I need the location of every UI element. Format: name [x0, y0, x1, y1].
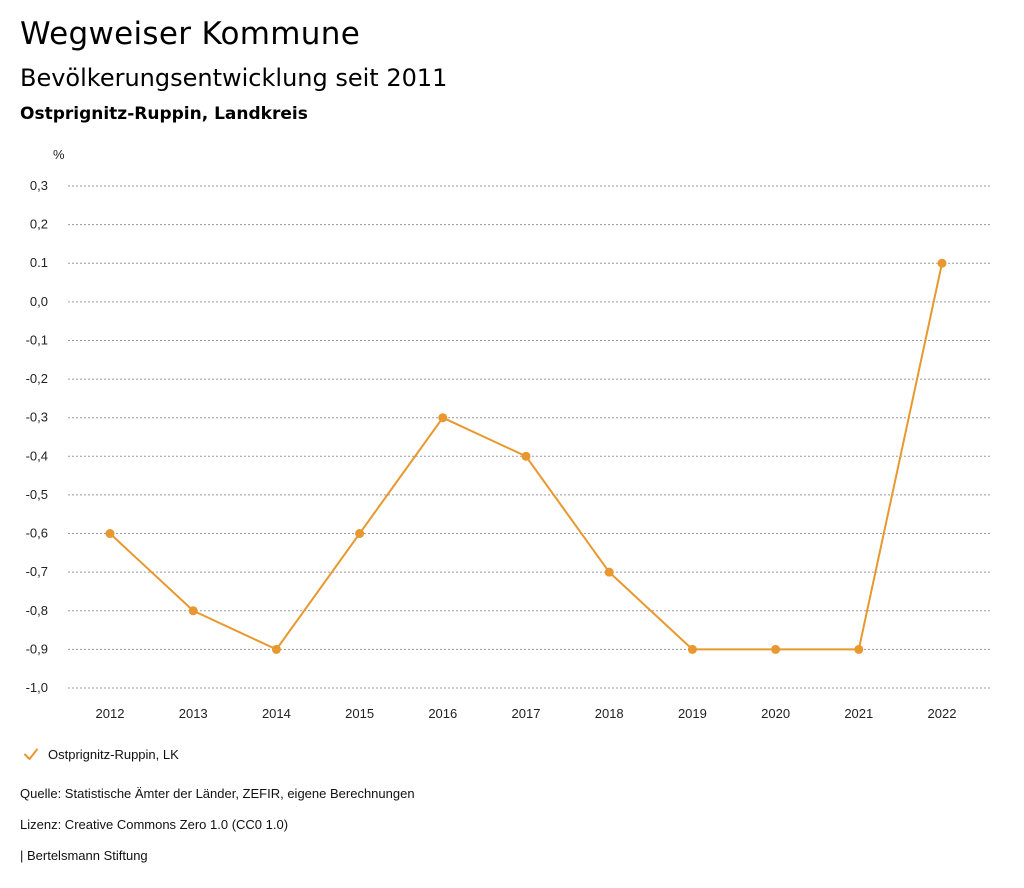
x-tick-label: 2019 [678, 706, 707, 721]
y-tick-label: 0,2 [30, 217, 48, 232]
y-tick-label: 0.1 [30, 255, 48, 270]
y-tick-label: -0,9 [26, 641, 48, 656]
data-point[interactable] [771, 644, 781, 654]
data-point[interactable] [854, 644, 864, 654]
y-tick-label: -0,1 [26, 332, 48, 347]
x-tick-label: 2014 [262, 706, 291, 721]
y-tick-label: -1,0 [26, 680, 48, 695]
y-tick-label: -0,3 [26, 410, 48, 425]
data-point[interactable] [521, 451, 531, 461]
x-tick-label: 2020 [761, 706, 790, 721]
y-tick-label: -0,2 [26, 371, 48, 386]
license-note: Lizenz: Creative Commons Zero 1.0 (CC0 1… [20, 817, 289, 832]
x-tick-label: 2012 [96, 706, 125, 721]
y-axis-ticks: 0,3 0,2 0.1 0,0 -0,1 -0,2 -0,3 -0,4 -0,5 -0,6 -0,7… [26, 178, 48, 695]
x-tick-label: 2017 [512, 706, 541, 721]
y-tick-label: -0,4 [26, 448, 48, 463]
x-tick-label: 2016 [428, 706, 457, 721]
y-tick-label: -0,5 [26, 487, 48, 502]
x-tick-label: 2018 [595, 706, 624, 721]
checkmark-icon [24, 748, 38, 760]
x-tick-label: 2013 [179, 706, 208, 721]
legend-label: Ostprignitz-Ruppin, LK [48, 746, 179, 762]
data-point[interactable] [438, 413, 448, 423]
x-axis-ticks: 2012 2013 2014 2015 2016 2017 2018 2019 2020 2021… [96, 706, 957, 721]
line-chart: 0,3 0,2 0.1 0,0 -0,1 -0,2 -0,3 -0,4 -0,5 -0,6 -0,7… [26, 147, 990, 721]
source-note: Quelle: Statistische Ämter der Länder, Z… [20, 786, 415, 801]
data-point[interactable] [355, 529, 365, 539]
region-label: Ostprignitz-Ruppin, Landkreis [20, 104, 308, 124]
y-tick-label: -0,8 [26, 603, 48, 618]
data-point[interactable] [937, 258, 947, 268]
legend-item-ostprignitz-ruppin[interactable]: Ostprignitz-Ruppin, LK [22, 745, 179, 763]
y-tick-label: 0,0 [30, 294, 48, 309]
data-point[interactable] [188, 606, 198, 616]
data-point[interactable] [604, 567, 614, 577]
grid-layer [68, 185, 990, 689]
publisher-note[interactable]: | Bertelsmann Stiftung [20, 848, 148, 863]
data-point[interactable] [271, 644, 281, 654]
y-tick-label: -0,7 [26, 564, 48, 579]
chart-subtitle: Bevölkerungsentwicklung seit 2011 [20, 64, 448, 92]
x-tick-label: 2015 [345, 706, 374, 721]
data-point[interactable] [687, 644, 697, 654]
chart-title: Wegweiser Kommune [20, 16, 361, 52]
y-axis-unit-label: % [53, 147, 65, 162]
x-tick-label: 2021 [844, 706, 873, 721]
y-tick-label: 0,3 [30, 178, 48, 193]
x-tick-label: 2022 [928, 706, 957, 721]
y-tick-label: -0,6 [26, 526, 48, 541]
series-layer [105, 258, 947, 654]
data-point[interactable] [105, 529, 115, 539]
